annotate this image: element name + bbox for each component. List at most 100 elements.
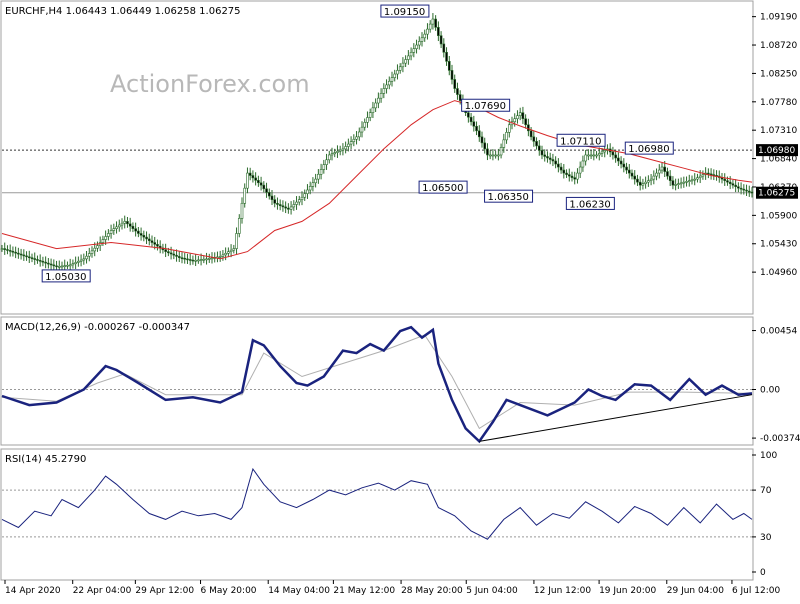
candle-body [600,151,604,154]
candle-body [638,181,642,186]
candle-body [745,189,748,192]
candle-body [420,37,424,42]
candle-body [297,199,301,203]
candle-body [96,245,99,249]
candle-body [458,94,462,101]
candle-body [750,191,754,194]
candle-body [551,159,555,162]
candle-body [625,166,628,171]
candle-body [404,59,407,64]
candle-body [439,35,443,45]
rsi-y-tick-label: 30 [760,533,772,543]
candle-body [543,154,547,157]
candle-body [180,257,184,259]
annotation-label: 1.07110 [560,136,601,147]
candle-body [415,44,418,49]
candle-body [614,154,617,159]
candle-body [666,171,669,177]
candle-body [622,163,626,168]
macd-y-tick-label: 0.00454 [760,327,797,337]
candle-body [156,244,159,247]
price-tag-label: 1.06275 [758,189,795,199]
candle-body [589,154,593,157]
candle-body [30,257,34,259]
candle-body [617,157,620,162]
candle-body [393,73,397,78]
candle-body [265,188,268,193]
candle-body [737,186,740,189]
candle-body [592,154,596,157]
candle-body [709,173,713,176]
candle-body [567,174,571,177]
candle-body [611,151,615,156]
candle-body [109,230,113,234]
x-tick-label: 29 Apr 12:00 [135,586,194,596]
candle-body [409,51,413,57]
candle-body [401,62,405,68]
candle-body [377,97,380,104]
candle-body [357,131,361,138]
rsi-line [1,467,753,540]
candle-body [655,172,658,177]
candle-body [246,172,249,189]
candle-body [139,233,143,236]
candle-body [164,249,167,252]
candle-body [398,66,402,71]
annotation-label: 1.06230 [569,199,610,210]
candle-body [0,248,4,250]
candle-body [115,226,118,229]
price-y-tick-label: 1.08250 [760,69,797,79]
x-tick-label: 28 May 20:00 [401,586,463,596]
candle-body [259,182,263,186]
candle-body [150,240,154,243]
candle-body [27,256,31,259]
annotation-label: 1.07690 [465,101,506,112]
price-tag-box [756,186,798,199]
candle-body [306,189,309,194]
candle-body [11,250,15,253]
x-tick-label: 22 Apr 04:00 [73,586,132,596]
candle-body [570,175,574,178]
candle-body [281,205,285,208]
macd-panel-title: MACD(12,26,9) -0.000267 -0.000347 [5,322,190,333]
candle-body [134,228,137,232]
price-tag-box [756,144,798,157]
candle-body [562,169,566,174]
candle-body [355,136,358,140]
candle-body [267,192,271,197]
annotation-label: 1.09150 [384,7,425,18]
macd-main-line [1,325,753,444]
candle-body [273,199,277,204]
candle-body [559,166,563,171]
price-y-tick-label: 1.04960 [760,268,797,278]
x-axis: 14 Apr 2020 22 Apr 04:00 29 Apr 12:00 6 May… [4,580,780,596]
candle-body [22,254,26,257]
candle-body [723,178,727,181]
candle-body [701,174,705,177]
candle-body [19,253,23,256]
candle-body [77,260,80,263]
candle-body [469,116,473,123]
candle-body [636,178,639,183]
candle-body [371,107,375,113]
candle-body [352,138,356,142]
candle-body [734,184,737,187]
macd-trendline [479,394,753,442]
candle-body [445,51,448,62]
moving-average-line [1,100,753,260]
candle-body [627,169,631,174]
candle-body [87,253,91,257]
candle-body [529,130,533,138]
candle-body [240,202,244,219]
candle-body [494,154,497,157]
candle-body [85,255,88,260]
candle-body [120,222,124,226]
candle-body [57,266,61,268]
candle-body [382,88,386,94]
candle-body [663,166,667,172]
candle-body [221,254,225,257]
candle-body [177,256,181,258]
candle-body [557,163,560,168]
candle-body [644,181,647,184]
